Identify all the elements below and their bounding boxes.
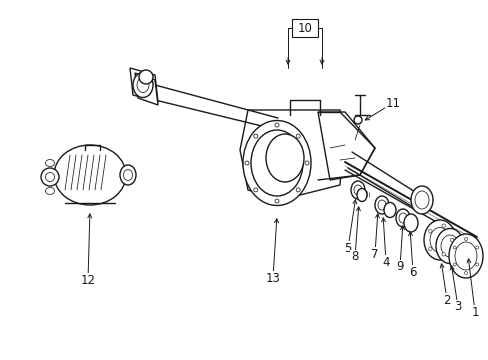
Text: 13: 13 — [265, 271, 280, 284]
Ellipse shape — [253, 188, 257, 192]
Ellipse shape — [123, 170, 132, 180]
Ellipse shape — [45, 172, 54, 181]
Polygon shape — [135, 73, 158, 105]
Ellipse shape — [296, 188, 300, 192]
Polygon shape — [240, 110, 345, 200]
Text: 3: 3 — [453, 301, 461, 314]
Ellipse shape — [296, 134, 300, 138]
Text: 5: 5 — [344, 242, 351, 255]
Ellipse shape — [374, 196, 388, 214]
Ellipse shape — [454, 242, 476, 270]
Ellipse shape — [383, 202, 395, 217]
Ellipse shape — [274, 123, 279, 127]
Polygon shape — [317, 112, 374, 180]
Ellipse shape — [414, 191, 428, 209]
Ellipse shape — [448, 234, 482, 278]
Text: 9: 9 — [395, 261, 403, 274]
Ellipse shape — [452, 246, 455, 249]
Ellipse shape — [137, 77, 149, 93]
Ellipse shape — [464, 271, 467, 275]
Text: 1: 1 — [470, 306, 478, 319]
Ellipse shape — [475, 263, 478, 266]
Ellipse shape — [54, 145, 126, 205]
Ellipse shape — [250, 130, 303, 196]
Ellipse shape — [452, 263, 455, 266]
Ellipse shape — [395, 209, 409, 227]
Text: 2: 2 — [442, 293, 450, 306]
Ellipse shape — [143, 75, 148, 79]
FancyBboxPatch shape — [291, 19, 317, 37]
Ellipse shape — [427, 247, 431, 251]
Ellipse shape — [133, 72, 153, 98]
Ellipse shape — [120, 165, 136, 185]
Ellipse shape — [464, 238, 467, 240]
Ellipse shape — [403, 214, 417, 232]
Ellipse shape — [41, 168, 59, 186]
Ellipse shape — [45, 159, 54, 166]
Ellipse shape — [244, 161, 248, 165]
Ellipse shape — [356, 189, 366, 202]
Ellipse shape — [398, 213, 406, 223]
Ellipse shape — [475, 246, 478, 249]
Ellipse shape — [353, 185, 361, 195]
Text: 8: 8 — [350, 251, 358, 264]
Ellipse shape — [427, 229, 431, 233]
Ellipse shape — [441, 224, 445, 228]
Ellipse shape — [45, 188, 54, 194]
Ellipse shape — [435, 229, 463, 264]
Text: 11: 11 — [385, 96, 400, 109]
Ellipse shape — [139, 70, 153, 84]
Text: 6: 6 — [408, 266, 416, 279]
Text: 4: 4 — [382, 256, 389, 269]
Ellipse shape — [265, 134, 304, 182]
Ellipse shape — [274, 199, 279, 203]
Ellipse shape — [243, 121, 310, 206]
Text: 12: 12 — [81, 274, 95, 287]
Text: 10: 10 — [297, 22, 312, 35]
Ellipse shape — [253, 134, 257, 138]
Ellipse shape — [440, 235, 458, 257]
Ellipse shape — [449, 238, 453, 242]
Ellipse shape — [429, 228, 449, 252]
Text: 7: 7 — [370, 248, 378, 261]
Ellipse shape — [423, 220, 455, 260]
Ellipse shape — [350, 181, 364, 199]
Ellipse shape — [410, 186, 432, 214]
Ellipse shape — [305, 161, 308, 165]
Ellipse shape — [377, 200, 385, 210]
Ellipse shape — [353, 116, 361, 124]
Polygon shape — [130, 68, 158, 102]
Ellipse shape — [441, 252, 445, 256]
Ellipse shape — [142, 73, 150, 81]
